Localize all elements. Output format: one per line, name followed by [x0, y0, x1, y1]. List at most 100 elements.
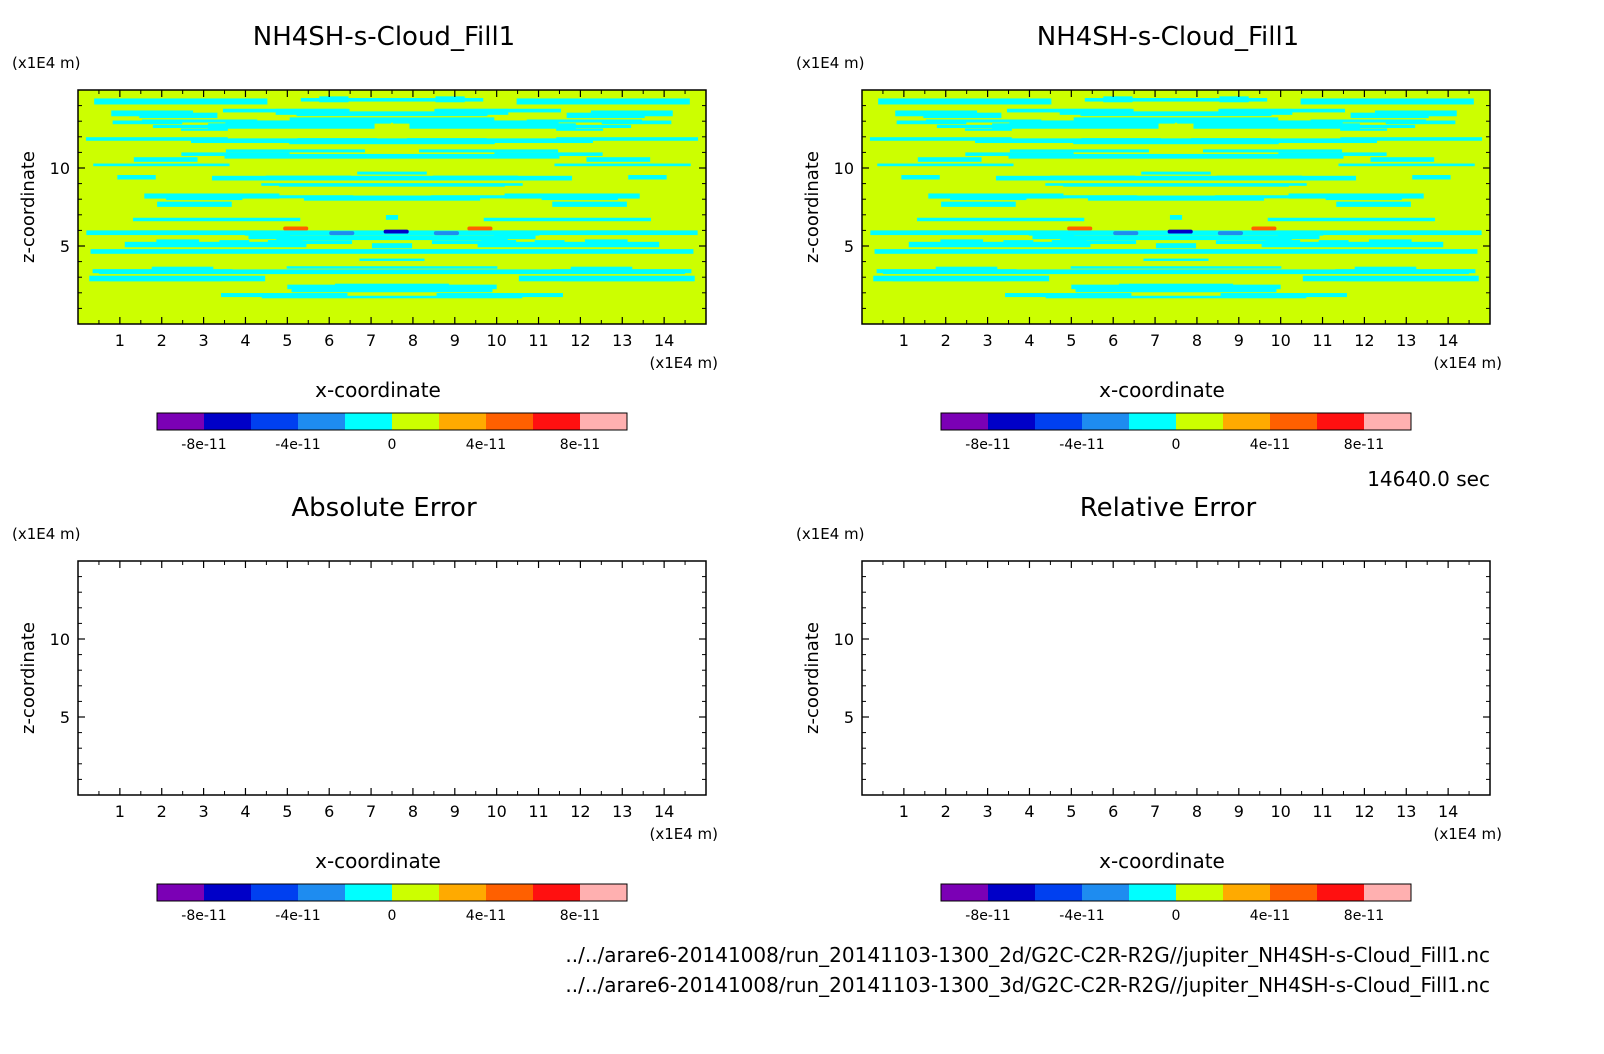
cloud-band [964, 128, 1012, 131]
cloud-band [392, 243, 413, 249]
cloud-band [1340, 137, 1483, 141]
x-axis-label: x-coordinate [1099, 849, 1225, 873]
cloud-band [225, 149, 366, 153]
colorbar-swatch [251, 884, 298, 901]
cloud-band [276, 236, 392, 241]
cloud-band [570, 266, 633, 271]
cloud-band [483, 217, 652, 222]
cloud-band [590, 110, 673, 117]
cloud-band [1063, 183, 1176, 187]
cloud-band [289, 117, 392, 121]
cloud-band [878, 98, 1052, 105]
x-tick-label: 5 [282, 331, 292, 350]
colorbar-label: 4e-11 [1250, 437, 1290, 453]
x-tick-label: 14 [654, 802, 674, 821]
z-unit-label: (x1E4 m) [796, 525, 865, 543]
x-unit-label: (x1E4 m) [649, 825, 718, 843]
cloud-band [1060, 236, 1176, 241]
colorbar-label: -8e-11 [181, 908, 226, 924]
colorbar-swatch [1364, 884, 1411, 901]
cloud-band [1176, 171, 1211, 175]
anomaly-mark [1251, 226, 1277, 231]
cloud-band [1193, 123, 1360, 129]
cloud-band [392, 236, 508, 241]
x-tick-label: 1 [115, 802, 125, 821]
cloud-band [443, 284, 497, 290]
x-tick-label: 4 [1024, 331, 1034, 350]
cloud-band [191, 138, 593, 144]
cloud-band [279, 240, 353, 245]
cloud-band [534, 240, 565, 246]
colorbar-swatch [345, 884, 392, 901]
z-axis-label: z-coordinate [802, 151, 823, 263]
cloud-band [222, 108, 348, 113]
z-tick-label: 5 [60, 237, 70, 256]
cloud-band [1141, 171, 1176, 175]
colorbar-swatch [1035, 413, 1082, 430]
cloud-band [1143, 258, 1176, 261]
anomaly-mark [1113, 231, 1139, 236]
panel-p1: NH4SH-s-Cloud_Fill1(x1E4 m)1 2 3 4 5 6 7 8 9 10 11… [12, 22, 718, 453]
x-tick-label: 8 [1192, 331, 1202, 350]
cloud-band [975, 138, 1377, 144]
colorbar-swatch [988, 884, 1035, 901]
x-tick-label: 12 [1354, 802, 1374, 821]
colorbar-swatch [941, 884, 988, 901]
cloud-band [1063, 240, 1137, 245]
cloud-band [1325, 194, 1402, 201]
cloud-band [556, 137, 699, 141]
cloud-band [392, 183, 505, 187]
cloud-band [908, 241, 1091, 248]
x-tick-label: 9 [450, 802, 460, 821]
colorbar-label: -4e-11 [275, 908, 320, 924]
colorbar-label: 8e-11 [1344, 437, 1384, 453]
colorbar-swatch [533, 884, 580, 901]
colorbar-frame [156, 883, 628, 902]
colorbar-swatch [1223, 413, 1270, 430]
anomaly-mark [1167, 229, 1193, 234]
x-tick-label: 13 [612, 331, 632, 350]
colorbar-frame [156, 412, 628, 431]
cloud-band [1003, 240, 1034, 246]
cloud-band [117, 175, 156, 180]
plot-frame [77, 560, 707, 796]
x-tick-label: 2 [157, 331, 167, 350]
cloud-band [1176, 111, 1272, 117]
x-unit-label: (x1E4 m) [1433, 354, 1502, 372]
colorbar-label: -8e-11 [181, 437, 226, 453]
x-tick-label: 4 [240, 331, 250, 350]
x-axis-label: x-coordinate [315, 378, 441, 402]
colorbar-swatch [1082, 413, 1129, 430]
cloud-band [1005, 293, 1132, 298]
cloud-band [882, 269, 1470, 275]
cloud-band [916, 217, 1085, 222]
panel-title: NH4SH-s-Cloud_Fill1 [1037, 22, 1299, 52]
colorbar-label: 8e-11 [1344, 908, 1384, 924]
x-tick-label: 6 [1108, 802, 1118, 821]
cloud-band [895, 110, 978, 117]
cloud-band [156, 239, 200, 243]
x-tick-label: 8 [408, 802, 418, 821]
x-tick-label: 12 [1354, 331, 1374, 350]
colorbar-swatch [204, 413, 251, 430]
cloud-band [291, 288, 392, 293]
cloud-band [1087, 195, 1176, 201]
cloud-band [359, 258, 392, 261]
x-tick-label: 9 [450, 331, 460, 350]
x-tick-label: 4 [240, 802, 250, 821]
z-axis-label: z-coordinate [802, 622, 823, 734]
anomaly-mark [467, 226, 493, 231]
x-tick-label: 1 [115, 331, 125, 350]
cloud-band [219, 240, 250, 246]
cloud-band [180, 128, 228, 131]
colorbar-label: -8e-11 [965, 908, 1010, 924]
cloud-band [516, 98, 690, 105]
x-tick-label: 14 [1438, 802, 1458, 821]
panel-title: Relative Error [1080, 493, 1257, 523]
cloud-band [628, 175, 667, 180]
cloud-band [541, 194, 618, 201]
colorbar-swatch [1176, 884, 1223, 901]
cloud-band [1103, 96, 1133, 103]
x-tick-label: 3 [983, 331, 993, 350]
cloud-band [93, 163, 230, 167]
